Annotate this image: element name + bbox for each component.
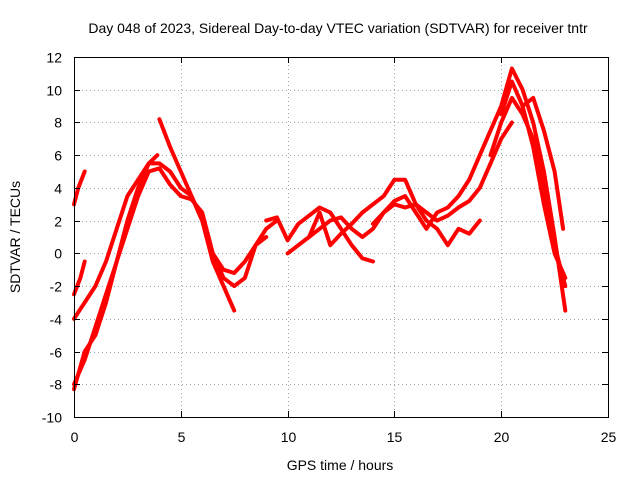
x-tick-label: 15 [387, 429, 403, 445]
y-tick-label: 4 [54, 181, 62, 197]
series-arc-9 [307, 177, 482, 248]
y-tick-label: -2 [50, 279, 63, 295]
series-arc-2 [72, 259, 87, 297]
series-arc-3 [72, 161, 279, 321]
x-tick-label: 5 [178, 429, 186, 445]
plot-frame [74, 57, 609, 418]
grid-layer [74, 57, 608, 417]
tick-layer [74, 57, 609, 418]
y-tick-labels: -10 -8 -6 -4 -2 0 2 4 6 8 10 12 [42, 50, 62, 426]
chart-title: Day 048 of 2023, Sidereal Day-to-day VTE… [88, 20, 588, 36]
y-tick-label: 8 [54, 115, 62, 131]
x-tick-label: 10 [281, 429, 297, 445]
series-arc-7 [264, 205, 375, 264]
series-layer [72, 66, 568, 392]
y-tick-label: 6 [54, 148, 62, 164]
series-arc-8 [285, 120, 514, 256]
series-arc-12 [499, 79, 568, 280]
x-tick-label: 25 [601, 429, 617, 445]
x-tick-label: 0 [71, 429, 79, 445]
y-tick-label: 2 [54, 214, 62, 230]
x-axis-title: GPS time / hours [287, 457, 394, 473]
y-tick-label: 12 [46, 50, 62, 66]
y-tick-label: 0 [54, 246, 62, 262]
series-arc-4 [72, 166, 269, 387]
y-tick-label: -10 [42, 410, 62, 426]
series-arc-5 [72, 153, 160, 392]
x-tick-labels: 0 5 10 15 20 25 [71, 429, 617, 445]
y-tick-label: -6 [50, 345, 63, 361]
x-tick-label: 20 [494, 429, 510, 445]
y-tick-label: 10 [46, 83, 62, 99]
series-arc-1 [72, 169, 87, 207]
series-arc-10 [371, 66, 568, 313]
series-arc-6 [157, 117, 237, 313]
y-tick-label: -4 [50, 312, 63, 328]
y-axis-title: SDTVAR / TECUs [7, 181, 23, 293]
series-arc-13 [520, 95, 566, 231]
y-tick-label: -8 [50, 377, 63, 393]
